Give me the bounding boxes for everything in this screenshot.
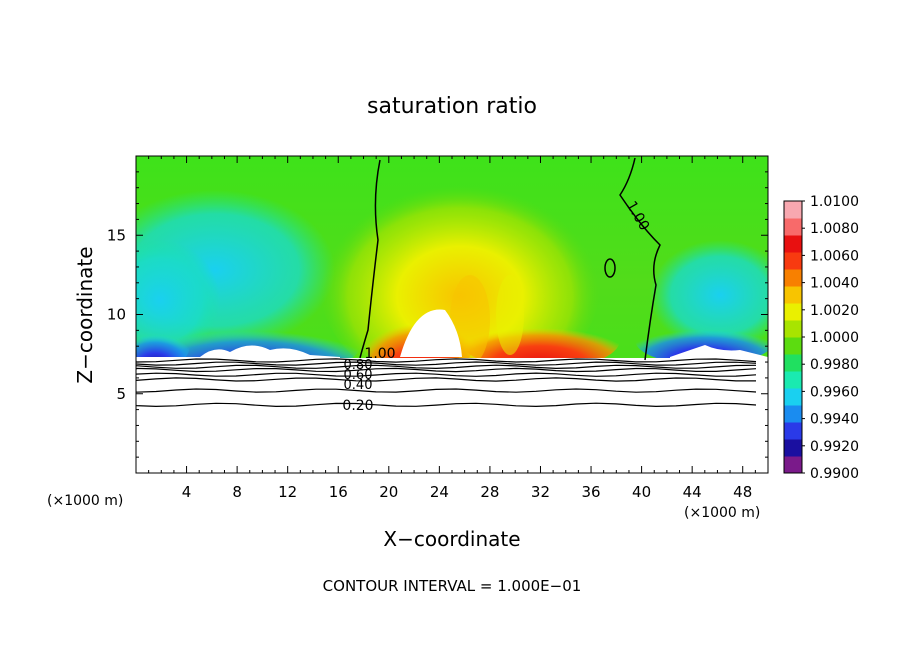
chart-title: saturation ratio (367, 94, 537, 119)
colorbar-segment (784, 354, 802, 372)
colorbar-label: 0.9980 (810, 357, 859, 373)
colorbar-labels: 1.0100 1.0080 1.0060 1.0040 1.0020 1.0000 0.99… (802, 194, 859, 482)
colorbar-segment (784, 286, 802, 304)
contour-label: 1.00 (364, 346, 395, 362)
colorbar-label: 0.9960 (810, 384, 859, 400)
colorbar-segment (784, 269, 802, 287)
colorbar-label: 1.0100 (810, 194, 859, 210)
y-tick-label: 15 (107, 226, 126, 244)
colorbar-label: 1.0060 (810, 248, 859, 264)
colorbar (783, 200, 803, 474)
x-tick-label: 36 (581, 483, 600, 501)
contour-line (136, 358, 757, 363)
colorbar-segment (784, 235, 802, 253)
x-tick-label: 24 (430, 483, 449, 501)
colorbar-label: 0.9900 (810, 466, 859, 482)
x-axis-title: X−coordinate (383, 527, 520, 551)
y-tick-label: 5 (116, 385, 126, 403)
colorbar-segment (784, 388, 802, 406)
colorbar-label: 1.0080 (810, 221, 859, 237)
contour-line (136, 364, 757, 370)
x-unit-label-right: (×1000 m) (684, 505, 760, 521)
x-tick-label: 44 (683, 483, 702, 501)
colorbar-segment (784, 201, 802, 219)
colorbar-segment (784, 303, 802, 321)
colorbar-label: 1.0040 (810, 276, 859, 292)
contour-line (136, 361, 757, 366)
colorbar-label: 0.9920 (810, 439, 859, 455)
contour-label: 0.60 (344, 368, 373, 383)
x-tick-label: 32 (531, 483, 550, 501)
x-tick-label: 20 (379, 483, 398, 501)
contour-line (136, 372, 757, 377)
x-tick-label: 28 (480, 483, 499, 501)
contour-line (136, 402, 757, 408)
x-tick-label: 16 (329, 483, 348, 501)
x-tick-label: 12 (278, 483, 297, 501)
contour-line (136, 367, 757, 373)
contour-interval-note: CONTOUR INTERVAL = 1.000E−01 (323, 577, 582, 595)
colorbar-label: 1.0020 (810, 303, 859, 319)
colorbar-segment (784, 320, 802, 338)
colorbar-label: 1.0000 (810, 330, 859, 346)
colorbar-segment (784, 337, 802, 355)
colorbar-segment (784, 456, 802, 474)
y-axis: 5 10 15 (107, 171, 768, 458)
colorbar-segment (784, 371, 802, 389)
contour-line (136, 388, 757, 393)
colorbar-segment (784, 422, 802, 440)
colorbar-segment (784, 218, 802, 236)
colorbar-segment (784, 405, 802, 423)
saturation-field (136, 156, 768, 473)
x-tick-label: 8 (232, 483, 242, 501)
contour-label: 0.80 (344, 358, 373, 373)
x-unit-label-left: (×1000 m) (47, 493, 123, 509)
colorbar-segment (784, 439, 802, 457)
contour-line (136, 377, 756, 382)
x-axis: 4 8 12 16 20 24 28 32 36 40 44 48 (148, 156, 756, 501)
contour-label: 0.40 (344, 378, 373, 393)
contour-lines (136, 358, 757, 408)
x-tick-label: 4 (182, 483, 192, 501)
x-tick-label: 48 (733, 483, 752, 501)
y-axis-title: Z−coordinate (73, 246, 97, 383)
x-tick-label: 40 (632, 483, 651, 501)
colorbar-segment (784, 252, 802, 270)
contour-label: 0.20 (342, 398, 373, 414)
y-tick-label: 10 (107, 306, 126, 324)
colorbar-label: 0.9940 (810, 412, 859, 428)
